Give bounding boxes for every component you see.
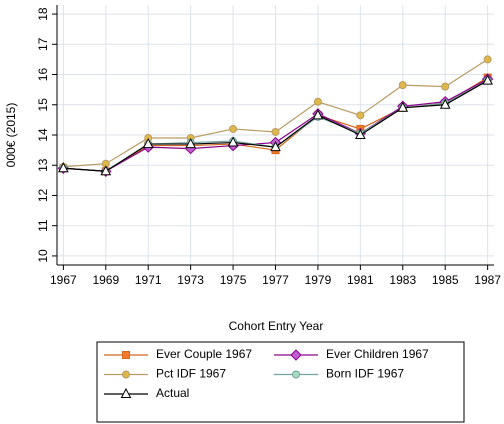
marker (398, 81, 407, 90)
y-tick-label: 14 (36, 128, 50, 142)
marker (227, 136, 239, 147)
marker (483, 55, 492, 64)
marker (441, 82, 450, 91)
y-tick-label: 18 (36, 7, 50, 21)
x-tick-label: 1979 (305, 273, 332, 287)
marker (290, 349, 302, 361)
x-tick-label: 1973 (177, 273, 204, 287)
legend-label: Born IDF 1967 (326, 367, 404, 381)
marker (122, 370, 130, 379)
legend-label: Ever Couple 1967 (156, 347, 252, 361)
y-tick-label: 16 (36, 68, 50, 82)
x-tick-label: 1987 (474, 273, 501, 287)
y-axis-label: 000€ (2015) (4, 103, 18, 168)
marker (313, 97, 322, 106)
x-tick-label: 1983 (389, 273, 416, 287)
marker (482, 74, 493, 85)
y-tick-label: 17 (36, 37, 50, 51)
marker (120, 387, 132, 398)
legend-label: Ever Children 1967 (326, 347, 429, 361)
x-tick-label: 1969 (92, 273, 119, 287)
legend-label: Actual (156, 386, 189, 400)
x-tick-label: 1971 (135, 273, 162, 287)
marker (312, 109, 324, 120)
x-tick-label: 1975 (220, 273, 247, 287)
marker (100, 165, 112, 176)
marker (356, 111, 365, 120)
y-tick-label: 13 (36, 158, 50, 172)
y-tick-label: 12 (36, 188, 50, 202)
marker (270, 141, 281, 152)
marker (271, 127, 280, 136)
x-tick-label: 1985 (432, 273, 459, 287)
x-axis-label: Cohort Entry Year (229, 319, 324, 333)
marker (397, 101, 409, 112)
y-tick-label: 11 (36, 219, 50, 232)
y-tick-label: 15 (36, 98, 50, 112)
x-tick-label: 1967 (50, 273, 77, 287)
marker (439, 98, 451, 109)
marker (142, 138, 154, 149)
x-tick-label: 1977 (262, 273, 289, 287)
marker (58, 162, 69, 173)
marker (185, 138, 196, 149)
y-tick-label: 10 (36, 249, 50, 263)
legend-label: Pct IDF 1967 (156, 367, 226, 381)
marker (229, 124, 238, 133)
marker (122, 351, 130, 359)
x-tick-label: 1981 (347, 273, 374, 287)
marker (292, 370, 300, 379)
marker (355, 128, 366, 139)
